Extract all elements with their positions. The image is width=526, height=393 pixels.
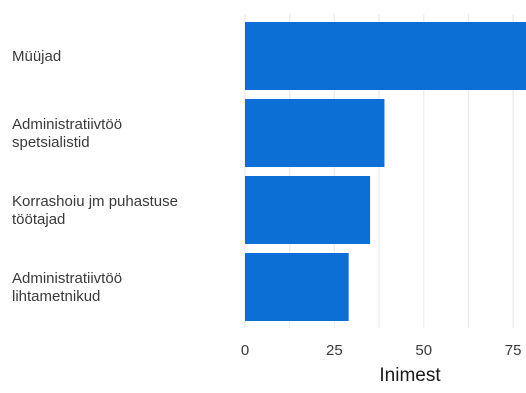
x-tick-label-2: 50	[415, 342, 432, 359]
category-label-line: Korrashoiu jm puhastuse	[12, 193, 178, 210]
x-tick-label-3: 75	[505, 342, 522, 359]
category-label-line: Administratiivtöö	[12, 116, 122, 133]
x-tick-label-1: 25	[326, 342, 343, 359]
x-tick-labels: 0 25 50 75	[241, 342, 522, 359]
x-axis-title: Inimest	[379, 365, 441, 386]
bar-layer	[245, 22, 526, 321]
category-label-line: Administratiivtöö	[12, 270, 122, 287]
category-label-line: spetsialistid	[12, 134, 90, 151]
category-label-3: Administratiivtöö lihtametnikud	[12, 270, 122, 305]
x-tick-label-0: 0	[241, 342, 249, 359]
category-label-0: Müüjad	[12, 48, 61, 65]
category-label-line: töötajad	[12, 211, 65, 228]
bar-0	[245, 22, 526, 90]
category-label-2: Korrashoiu jm puhastuse töötajad	[12, 193, 178, 228]
category-label-line: Müüjad	[12, 48, 61, 65]
category-label-1: Administratiivtöö spetsialistid	[12, 116, 122, 151]
category-label-line: lihtametnikud	[12, 288, 100, 305]
bar-3	[245, 253, 349, 321]
bar-1	[245, 99, 385, 167]
bar-2	[245, 176, 371, 244]
